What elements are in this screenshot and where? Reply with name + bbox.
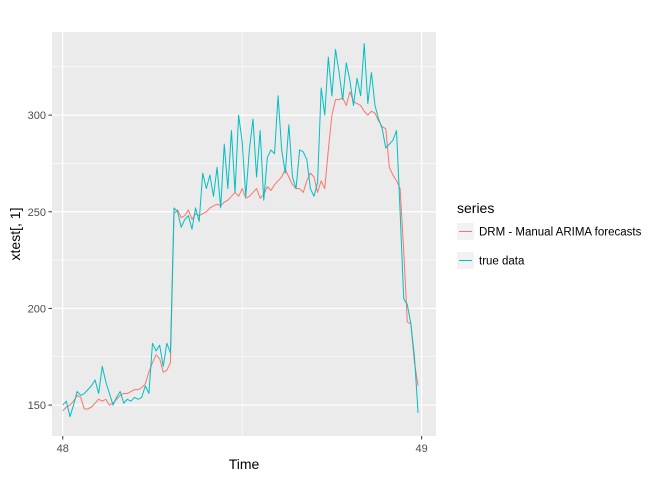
series-line-1 <box>62 91 419 412</box>
x-axis-title: Time <box>229 456 260 472</box>
y-tick-label: 250 <box>28 207 46 219</box>
axis-ticks: 150 200 250 300 48 49 <box>28 110 428 455</box>
legend-label: DRM - Manual ARIMA forecasts <box>479 227 642 239</box>
x-tick-label: 48 <box>57 443 69 455</box>
legend: series DRM - Manual ARIMA forecasts true … <box>457 200 642 269</box>
y-tick-label: 300 <box>28 110 46 122</box>
y-axis-title: xtest[, 1] <box>7 208 23 261</box>
series-line-2 <box>62 43 419 418</box>
y-tick-label: 150 <box>28 400 46 412</box>
plot-panel <box>52 32 436 436</box>
gridlines <box>52 32 436 436</box>
x-tick-label: 49 <box>416 443 428 455</box>
y-tick-label: 200 <box>28 303 46 315</box>
legend-title: series <box>457 200 494 216</box>
plot-lines <box>62 43 419 418</box>
legend-label: true data <box>479 256 525 268</box>
